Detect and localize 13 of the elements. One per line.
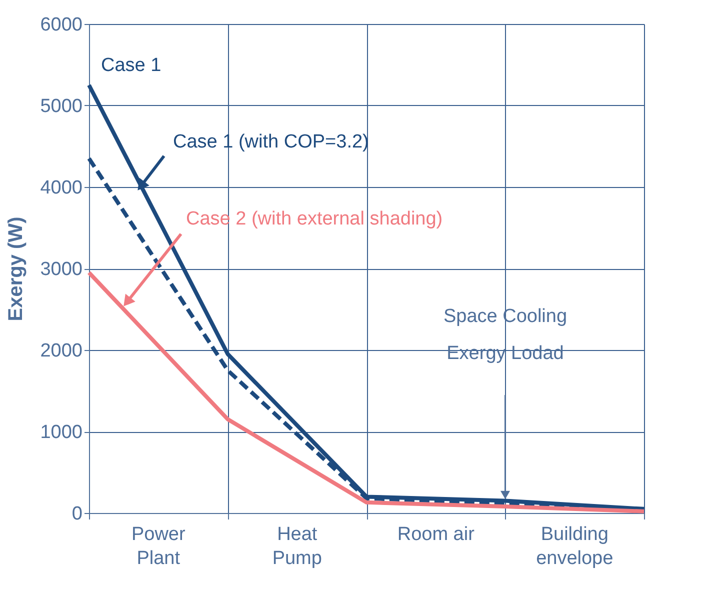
text: Room air xyxy=(397,524,476,545)
text: Heat Pump xyxy=(272,524,322,569)
y-tick-label: 5000 xyxy=(40,96,82,117)
y-tick-label: 6000 xyxy=(40,14,82,36)
y-tick-label: 3000 xyxy=(40,259,82,280)
text: Power Plant xyxy=(131,524,186,569)
text: Building envelope xyxy=(536,524,614,569)
y-tick-label: 1000 xyxy=(40,422,82,443)
series-label: Case 1 xyxy=(101,55,162,76)
y-tick-label: 4000 xyxy=(40,178,82,198)
y-tick-label: 2000 xyxy=(40,340,82,362)
y-tick-label: 0 xyxy=(72,504,82,524)
y-axis-title: Exergy (W) xyxy=(5,216,28,322)
